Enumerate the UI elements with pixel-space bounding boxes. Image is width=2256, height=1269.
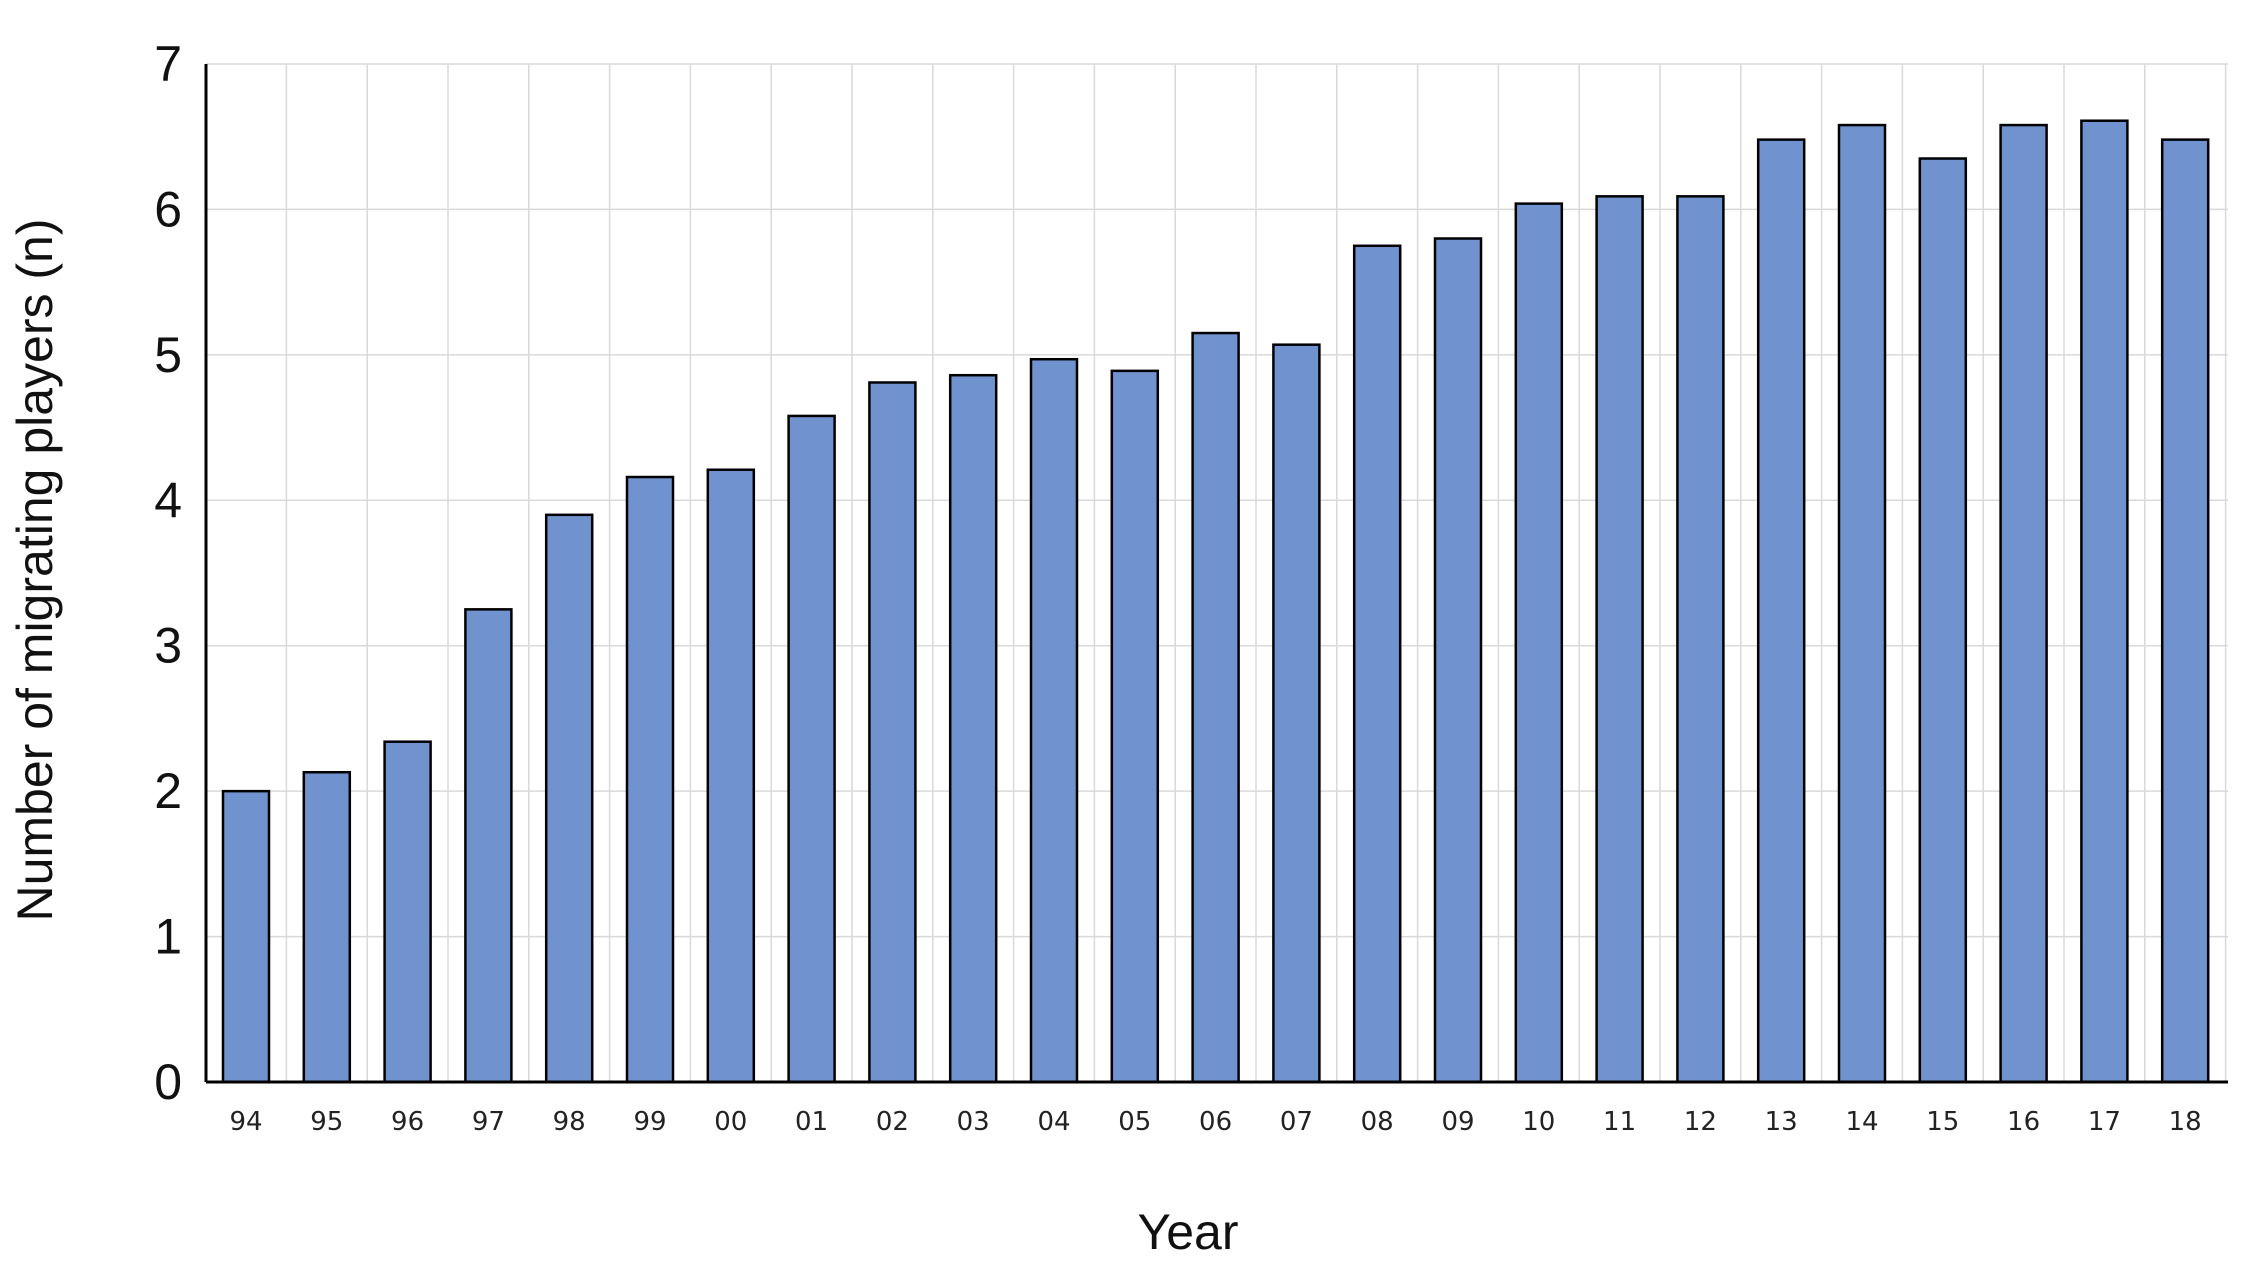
bar-17 (2080, 119, 2129, 1084)
x-tick-label: 07 (1280, 1107, 1313, 1137)
bar-12 (1676, 195, 1725, 1084)
x-tick-label: 15 (1926, 1107, 1959, 1137)
bar-14 (1837, 123, 1887, 1084)
bar-10 (1514, 202, 1564, 1084)
x-tick-label: 05 (1118, 1107, 1151, 1137)
bar-97 (464, 608, 513, 1084)
x-tick-label: 96 (391, 1107, 424, 1137)
y-tick-label: 0 (154, 1054, 182, 1110)
y-tick-label: 4 (154, 472, 182, 528)
bar-11 (1595, 195, 1644, 1084)
bar-96 (383, 740, 432, 1084)
x-tick-label: 09 (1441, 1107, 1474, 1137)
x-tick-label: 04 (1037, 1107, 1070, 1137)
x-tick-label: 06 (1199, 1107, 1232, 1137)
bar-18 (2160, 138, 2210, 1084)
y-tick-labels: 0 1 2 3 4 5 6 7 (154, 36, 182, 1110)
y-tick-label: 7 (154, 36, 182, 92)
x-tick-label: 98 (553, 1107, 586, 1137)
x-tick-label: 02 (876, 1107, 909, 1137)
y-axis-title: Number of migrating players (n) (7, 218, 63, 921)
gridlines (206, 63, 2228, 1082)
bar-95 (302, 770, 352, 1084)
bar-01 (787, 414, 836, 1084)
x-tick-label: 97 (472, 1107, 505, 1137)
bar-13 (1756, 138, 1806, 1084)
bars (221, 119, 2210, 1084)
bar-02 (868, 381, 917, 1084)
bar-03 (948, 373, 998, 1084)
x-tick-label: 12 (1684, 1107, 1717, 1137)
axes (204, 64, 2228, 1084)
bar-07 (1272, 343, 1321, 1084)
bar-99 (625, 475, 675, 1084)
x-tick-label: 10 (1522, 1107, 1555, 1137)
bar-05 (1110, 369, 1160, 1084)
bar-94 (221, 789, 271, 1084)
bar-09 (1433, 237, 1483, 1084)
x-tick-label: 00 (714, 1107, 747, 1137)
y-tick-label: 1 (154, 909, 182, 965)
x-tick-label: 08 (1361, 1107, 1394, 1137)
x-tick-label: 99 (633, 1107, 666, 1137)
bar-16 (1999, 123, 2048, 1084)
y-tick-label: 3 (154, 618, 182, 674)
x-tick-label: 18 (2169, 1107, 2202, 1137)
x-tick-label: 13 (1765, 1107, 1798, 1137)
bar-15 (1918, 157, 1968, 1084)
x-tick-label: 01 (795, 1107, 828, 1137)
x-tick-label: 94 (229, 1107, 262, 1137)
x-tick-label: 03 (957, 1107, 990, 1137)
y-tick-label: 2 (154, 763, 182, 819)
bar-08 (1352, 244, 1402, 1084)
bar-04 (1029, 357, 1079, 1084)
x-tick-label: 95 (310, 1107, 343, 1137)
y-tick-label: 5 (154, 327, 182, 383)
x-tick-label: 11 (1603, 1107, 1636, 1137)
x-tick-label: 17 (2088, 1107, 2121, 1137)
y-tick-label: 6 (154, 181, 182, 237)
x-tick-label: 14 (1845, 1107, 1878, 1137)
x-tick-label: 16 (2007, 1107, 2040, 1137)
bar-98 (544, 513, 594, 1084)
x-tick-labels: 94 95 96 97 98 99 00 01 02 03 04 05 06 07 08 09 10 11 12 13… (229, 1107, 2201, 1137)
bar-06 (1191, 331, 1240, 1084)
bar-00 (706, 468, 756, 1084)
x-axis-title: Year (1137, 1204, 1238, 1260)
